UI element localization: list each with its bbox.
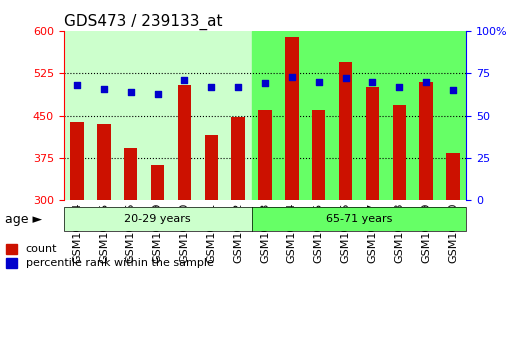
Bar — [446, 153, 460, 200]
Text: 20-29 years: 20-29 years — [124, 214, 191, 224]
Point — [153, 91, 162, 96]
Bar — [258, 110, 272, 200]
Bar — [366, 87, 379, 200]
Point — [422, 79, 430, 85]
Bar — [124, 148, 137, 200]
Point — [341, 76, 350, 81]
Point — [73, 82, 81, 88]
Point — [100, 86, 108, 91]
Point — [234, 84, 242, 90]
Text: age ►: age ► — [5, 213, 42, 226]
Point — [288, 74, 296, 79]
Bar — [205, 135, 218, 200]
Bar — [312, 110, 325, 200]
Bar — [285, 37, 298, 200]
Bar — [339, 62, 352, 200]
Bar — [178, 85, 191, 200]
Point — [314, 79, 323, 85]
Point — [127, 89, 135, 95]
Bar — [97, 124, 111, 200]
Legend: count, percentile rank within the sample: count, percentile rank within the sample — [5, 244, 214, 268]
Bar — [64, 31, 252, 200]
Point — [261, 81, 269, 86]
Point — [368, 79, 377, 85]
Point — [180, 77, 189, 83]
Text: 65-71 years: 65-71 years — [326, 214, 392, 224]
Bar — [419, 82, 433, 200]
Point — [395, 84, 403, 90]
Bar — [252, 31, 466, 200]
Bar — [70, 122, 84, 200]
Point — [207, 84, 216, 90]
Point — [449, 87, 457, 93]
Bar — [232, 117, 245, 200]
Bar — [151, 165, 164, 200]
Text: GDS473 / 239133_at: GDS473 / 239133_at — [64, 13, 222, 30]
Bar — [393, 106, 406, 200]
